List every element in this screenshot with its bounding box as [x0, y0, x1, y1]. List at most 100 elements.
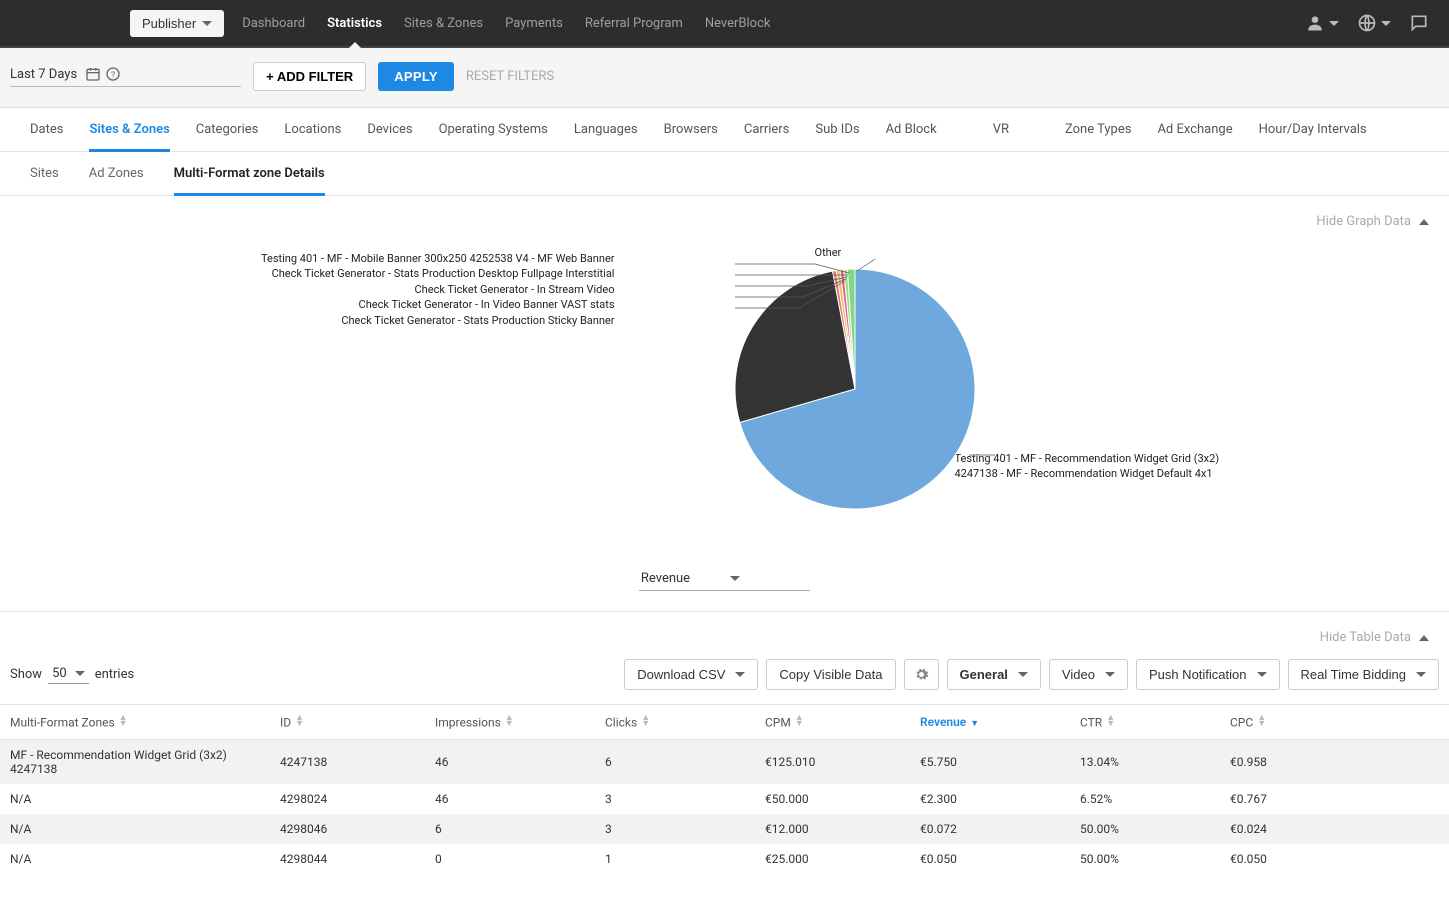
- reset-filters-button[interactable]: RESET FILTERS: [466, 69, 554, 84]
- account-icon[interactable]: [1305, 13, 1339, 33]
- col-cpc[interactable]: CPC: [1220, 705, 1449, 740]
- column-group-label: Push Notification: [1149, 667, 1247, 682]
- metric-select-value: Revenue: [641, 571, 690, 586]
- chart-wrap: Other Testing 401 - MF - Mobile Banner 3…: [275, 239, 1175, 539]
- table-cell: 6: [595, 740, 755, 785]
- pie-label-right: Testing 401 - MF - Recommendation Widget…: [955, 451, 1255, 482]
- chevron-up-icon: [1419, 219, 1429, 225]
- date-range-selector[interactable]: Last 7 Days ?: [10, 66, 241, 87]
- col-label: CPM: [765, 715, 791, 729]
- topnav-sites-zones[interactable]: Sites & Zones: [404, 16, 483, 31]
- table-cell: €25.000: [755, 844, 910, 874]
- tab-ad-block[interactable]: Ad Block: [886, 122, 937, 151]
- col-revenue[interactable]: Revenue▼: [910, 705, 1070, 740]
- tab-carriers[interactable]: Carriers: [744, 122, 790, 151]
- table-cell: N/A: [0, 814, 270, 844]
- tab-sites-zones[interactable]: Sites & Zones: [89, 122, 169, 152]
- top-nav: Dashboard Statistics Sites & Zones Payments…: [242, 16, 770, 31]
- topnav-referral-program[interactable]: Referral Program: [585, 16, 683, 31]
- subtab-sites[interactable]: Sites: [30, 166, 59, 195]
- tab-ad-exchange[interactable]: Ad Exchange: [1157, 122, 1232, 151]
- topnav-dashboard[interactable]: Dashboard: [242, 16, 305, 31]
- column-group-label: Video: [1062, 667, 1095, 682]
- table-cell: €0.958: [1220, 740, 1449, 785]
- pie-labels-left: Testing 401 - MF - Mobile Banner 300x250…: [261, 251, 615, 328]
- col-ctr[interactable]: CTR: [1070, 705, 1220, 740]
- tab-categories[interactable]: Categories: [196, 122, 259, 151]
- tab-languages[interactable]: Languages: [574, 122, 638, 151]
- metric-select-row: Revenue: [0, 559, 1449, 611]
- tab-hour-day-intervals[interactable]: Hour/Day Intervals: [1259, 122, 1367, 151]
- table-row[interactable]: N/A429804663€12.000€0.07250.00%€0.024: [0, 814, 1449, 844]
- add-filter-button[interactable]: + ADD FILTER: [253, 62, 366, 91]
- pie-chart: [735, 259, 995, 529]
- apply-button[interactable]: APPLY: [378, 62, 454, 91]
- dimension-tabs: Dates Sites & Zones Categories Locations Dev…: [0, 108, 1449, 152]
- subtab-ad-zones[interactable]: Ad Zones: [89, 166, 144, 195]
- pie-leader-line: [969, 455, 995, 475]
- hide-graph-toggle[interactable]: Hide Graph Data: [0, 196, 1449, 229]
- tab-vr[interactable]: VR: [993, 122, 1009, 151]
- column-group-real-time-bidding[interactable]: Real Time Bidding: [1288, 659, 1440, 690]
- table-row[interactable]: MF - Recommendation Widget Grid (3x2) 42…: [0, 740, 1449, 785]
- table-header-row: Multi-Format Zones IDImpressions Clicks CPM…: [0, 705, 1449, 740]
- hide-table-label: Hide Table Data: [1320, 630, 1411, 645]
- page-size-value: 50: [52, 666, 67, 681]
- topnav-statistics[interactable]: Statistics: [327, 16, 382, 31]
- chat-icon[interactable]: [1409, 13, 1429, 33]
- help-icon[interactable]: ?: [105, 66, 121, 82]
- column-group-general[interactable]: General: [947, 659, 1041, 690]
- chevron-down-icon: [202, 21, 212, 26]
- table-cell: €0.072: [910, 814, 1070, 844]
- hide-table-toggle[interactable]: Hide Table Data: [0, 612, 1449, 645]
- table-cell: 4298024: [270, 784, 425, 814]
- table-row[interactable]: N/A429804401€25.000€0.05050.00%€0.050: [0, 844, 1449, 874]
- table-cell: €0.767: [1220, 784, 1449, 814]
- col-clicks[interactable]: Clicks: [595, 705, 755, 740]
- table-cell: 46: [425, 784, 595, 814]
- tab-zone-types[interactable]: Zone Types: [1065, 122, 1131, 151]
- globe-icon[interactable]: [1357, 13, 1391, 33]
- pie-label: Check Ticket Generator - Stats Productio…: [261, 266, 615, 281]
- topnav-payments[interactable]: Payments: [505, 16, 563, 31]
- col-label: Multi-Format Zones: [10, 715, 115, 729]
- table-cell: €5.750: [910, 740, 1070, 785]
- metric-select[interactable]: Revenue: [639, 567, 810, 591]
- tab-locations[interactable]: Locations: [284, 122, 341, 151]
- topnav-neverblock[interactable]: NeverBlock: [705, 16, 771, 31]
- column-group-video[interactable]: Video: [1049, 659, 1128, 690]
- download-csv-button[interactable]: Download CSV: [624, 659, 758, 690]
- settings-button[interactable]: [904, 659, 939, 690]
- table-cell: €125.010: [755, 740, 910, 785]
- download-csv-label: Download CSV: [637, 667, 725, 682]
- column-group-label: General: [960, 667, 1008, 682]
- tab-sub-ids[interactable]: Sub IDs: [815, 122, 859, 151]
- tab-devices[interactable]: Devices: [367, 122, 412, 151]
- table-cell: 3: [595, 784, 755, 814]
- topbar-right: [1305, 13, 1429, 33]
- page-size-select[interactable]: 50: [48, 666, 89, 684]
- chevron-down-icon: [730, 576, 740, 581]
- tab-dates[interactable]: Dates: [30, 122, 63, 151]
- col-multi-format-zones[interactable]: Multi-Format Zones: [0, 705, 270, 740]
- sort-icon: [119, 715, 128, 728]
- col-cpm[interactable]: CPM: [755, 705, 910, 740]
- sort-icon: [505, 715, 514, 728]
- col-impressions[interactable]: Impressions: [425, 705, 595, 740]
- table-controls: Show 50 entries Download CSV Copy Visibl…: [0, 645, 1449, 704]
- tab-browsers[interactable]: Browsers: [664, 122, 718, 151]
- copy-visible-button[interactable]: Copy Visible Data: [766, 659, 895, 690]
- chevron-down-icon: [1329, 21, 1339, 26]
- tab-operating-systems[interactable]: Operating Systems: [439, 122, 548, 151]
- date-range-label: Last 7 Days: [10, 67, 77, 82]
- col-label: Clicks: [605, 715, 637, 729]
- sort-icon: ▼: [970, 721, 979, 727]
- table-cell: 0: [425, 844, 595, 874]
- publisher-dropdown[interactable]: Publisher: [130, 10, 224, 37]
- calendar-icon[interactable]: [85, 66, 101, 82]
- subtab-multi-format-zone-details[interactable]: Multi-Format zone Details: [174, 166, 325, 196]
- table-row[interactable]: N/A4298024463€50.000€2.3006.52%€0.767: [0, 784, 1449, 814]
- sort-icon: [795, 715, 804, 728]
- col-id[interactable]: ID: [270, 705, 425, 740]
- column-group-push-notification[interactable]: Push Notification: [1136, 659, 1280, 690]
